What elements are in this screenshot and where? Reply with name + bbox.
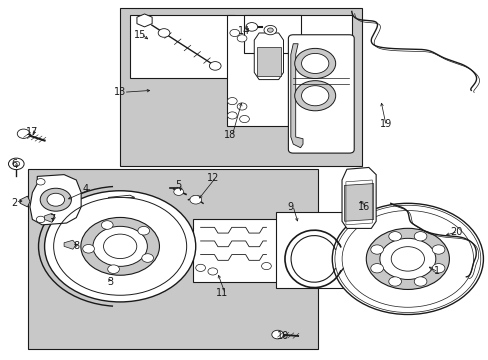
Polygon shape bbox=[341, 167, 375, 228]
Circle shape bbox=[366, 228, 448, 289]
Circle shape bbox=[229, 30, 239, 37]
Circle shape bbox=[379, 238, 435, 279]
Text: 7: 7 bbox=[49, 215, 55, 224]
Circle shape bbox=[264, 26, 276, 35]
Text: 2: 2 bbox=[11, 198, 18, 208]
Circle shape bbox=[294, 48, 335, 78]
Circle shape bbox=[245, 23, 257, 31]
Bar bbox=[244, 15, 300, 53]
Text: 6: 6 bbox=[11, 159, 18, 169]
Circle shape bbox=[301, 53, 328, 73]
Circle shape bbox=[237, 103, 246, 110]
Circle shape bbox=[207, 268, 217, 275]
Polygon shape bbox=[137, 14, 152, 27]
Circle shape bbox=[107, 265, 119, 274]
Circle shape bbox=[431, 245, 444, 254]
Circle shape bbox=[36, 179, 45, 185]
Text: 9: 9 bbox=[287, 202, 293, 212]
Bar bbox=[130, 15, 234, 78]
Circle shape bbox=[294, 81, 335, 111]
Polygon shape bbox=[108, 195, 135, 197]
Circle shape bbox=[209, 62, 221, 70]
Circle shape bbox=[239, 116, 249, 123]
Text: 4: 4 bbox=[83, 184, 89, 194]
Circle shape bbox=[271, 330, 283, 339]
Polygon shape bbox=[30, 175, 81, 225]
Circle shape bbox=[388, 277, 401, 286]
Circle shape bbox=[40, 188, 71, 211]
Circle shape bbox=[267, 28, 273, 32]
Polygon shape bbox=[256, 47, 281, 76]
Circle shape bbox=[142, 254, 153, 262]
Circle shape bbox=[388, 231, 401, 241]
Text: 12: 12 bbox=[206, 173, 219, 183]
Text: 15: 15 bbox=[133, 30, 145, 40]
Circle shape bbox=[36, 216, 45, 223]
Circle shape bbox=[101, 221, 113, 229]
Circle shape bbox=[17, 129, 30, 138]
Bar bbox=[27, 169, 317, 348]
Text: 11: 11 bbox=[216, 288, 228, 298]
Circle shape bbox=[370, 264, 383, 273]
Circle shape bbox=[93, 226, 147, 266]
Circle shape bbox=[195, 264, 205, 271]
FancyBboxPatch shape bbox=[288, 35, 353, 153]
Circle shape bbox=[44, 191, 195, 302]
Text: 8: 8 bbox=[73, 241, 79, 251]
Circle shape bbox=[370, 245, 383, 254]
Circle shape bbox=[227, 98, 237, 105]
Circle shape bbox=[227, 112, 237, 119]
Text: 20: 20 bbox=[449, 227, 462, 237]
Circle shape bbox=[237, 35, 246, 42]
Circle shape bbox=[158, 29, 169, 37]
Bar bbox=[276, 212, 351, 288]
Circle shape bbox=[47, 193, 64, 206]
Text: 19: 19 bbox=[379, 120, 391, 129]
Circle shape bbox=[301, 86, 328, 106]
Polygon shape bbox=[44, 213, 55, 222]
Bar bbox=[227, 15, 351, 126]
Circle shape bbox=[82, 244, 94, 253]
Circle shape bbox=[413, 231, 426, 241]
Text: 18: 18 bbox=[224, 130, 236, 140]
Text: 17: 17 bbox=[26, 127, 39, 136]
Circle shape bbox=[8, 158, 24, 170]
Circle shape bbox=[173, 188, 183, 195]
Text: 3: 3 bbox=[107, 277, 113, 287]
Text: 10: 10 bbox=[277, 331, 289, 341]
Circle shape bbox=[331, 203, 483, 315]
Polygon shape bbox=[20, 196, 30, 207]
Circle shape bbox=[189, 195, 201, 204]
Text: 14: 14 bbox=[238, 26, 250, 36]
Text: 5: 5 bbox=[175, 180, 182, 190]
Bar bbox=[120, 8, 361, 166]
Polygon shape bbox=[64, 240, 76, 249]
Circle shape bbox=[261, 262, 271, 270]
Polygon shape bbox=[344, 184, 373, 221]
Bar bbox=[193, 220, 278, 282]
Text: 13: 13 bbox=[114, 87, 126, 97]
Circle shape bbox=[431, 264, 444, 273]
Circle shape bbox=[138, 226, 149, 235]
Polygon shape bbox=[254, 33, 283, 80]
Circle shape bbox=[81, 217, 159, 275]
Polygon shape bbox=[290, 44, 303, 148]
Text: 16: 16 bbox=[357, 202, 369, 212]
Text: 1: 1 bbox=[433, 266, 439, 276]
Circle shape bbox=[413, 277, 426, 286]
